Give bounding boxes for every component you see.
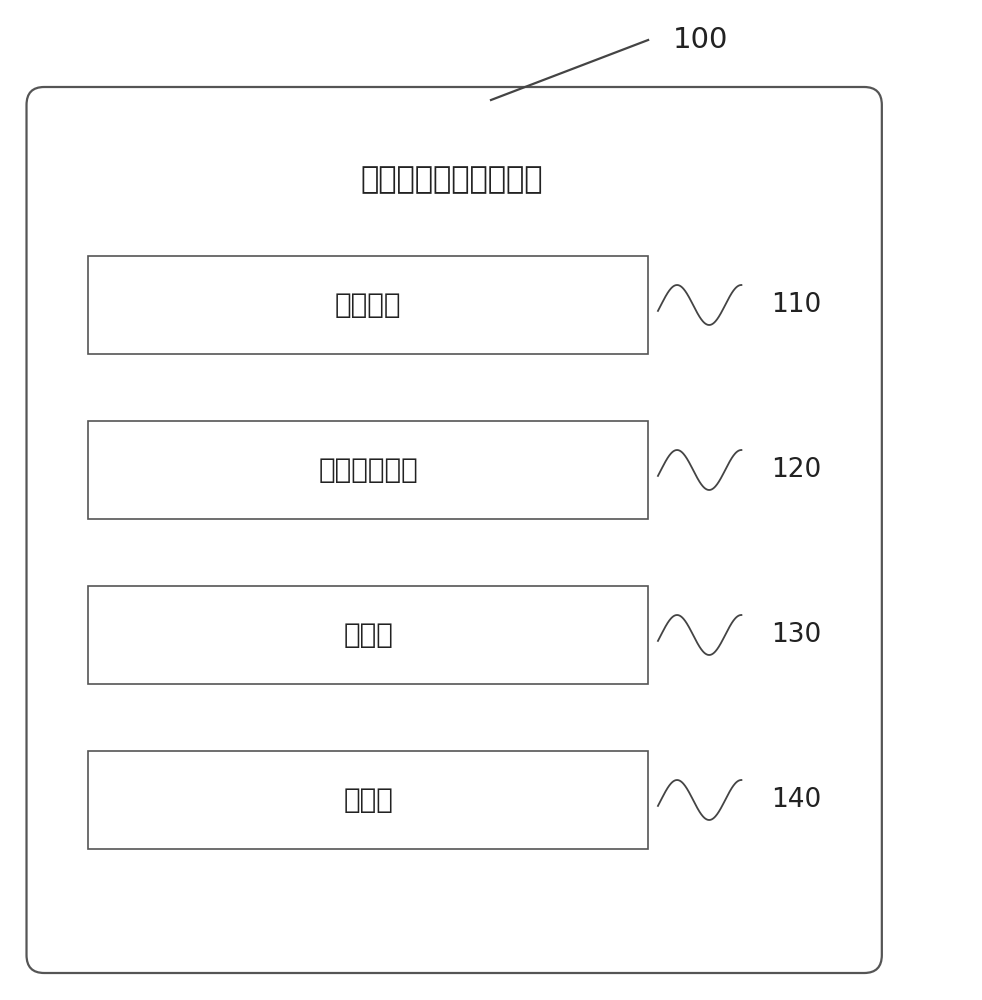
Text: 红外相机: 红外相机 bbox=[335, 291, 402, 319]
Text: 140: 140 bbox=[771, 787, 821, 813]
Text: 110: 110 bbox=[771, 292, 821, 318]
Text: 130: 130 bbox=[771, 622, 821, 648]
Text: 控制器: 控制器 bbox=[344, 621, 393, 649]
Text: 120: 120 bbox=[771, 457, 821, 483]
Text: 存储器: 存储器 bbox=[344, 786, 393, 814]
FancyBboxPatch shape bbox=[27, 87, 882, 973]
Text: 移动机器人的控制系统: 移动机器人的控制系统 bbox=[360, 165, 543, 194]
Text: 100: 100 bbox=[673, 26, 728, 54]
Bar bbox=[88, 421, 648, 519]
Bar bbox=[88, 586, 648, 684]
Text: 激光发射器组: 激光发射器组 bbox=[318, 456, 418, 484]
Bar bbox=[88, 751, 648, 849]
Bar bbox=[88, 256, 648, 354]
